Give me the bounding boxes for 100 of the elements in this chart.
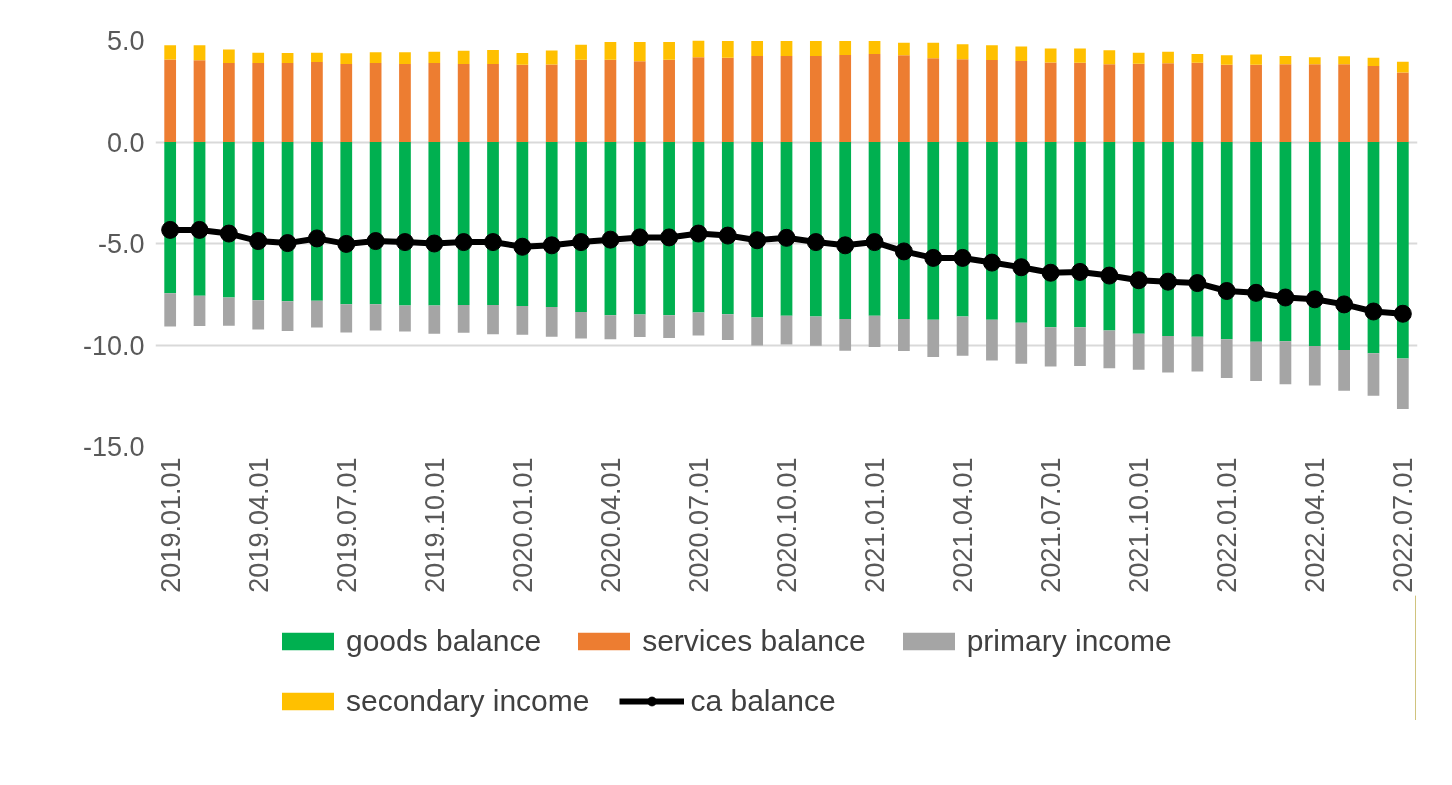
point bbox=[1041, 263, 1060, 282]
bar bbox=[751, 41, 764, 56]
bar bbox=[252, 63, 265, 142]
bar bbox=[1338, 350, 1350, 391]
bar bbox=[575, 44, 587, 60]
point bbox=[836, 236, 855, 255]
bar bbox=[516, 53, 529, 65]
bar bbox=[986, 319, 998, 361]
bar bbox=[780, 55, 793, 142]
bar bbox=[164, 45, 177, 60]
point bbox=[894, 242, 913, 261]
point bbox=[806, 233, 825, 252]
bar bbox=[1220, 64, 1233, 142]
bar bbox=[369, 52, 382, 64]
bar bbox=[1191, 62, 1204, 142]
bar bbox=[751, 142, 764, 318]
bar bbox=[428, 51, 441, 64]
bar bbox=[164, 59, 177, 142]
bar bbox=[986, 45, 998, 60]
bar bbox=[1367, 66, 1380, 142]
bar bbox=[1308, 346, 1321, 386]
x-tick-label: 2021.04.01 bbox=[948, 457, 979, 593]
point bbox=[1364, 302, 1383, 321]
bar bbox=[839, 142, 852, 320]
point bbox=[1393, 304, 1412, 323]
bar bbox=[927, 319, 940, 357]
bar bbox=[1191, 53, 1204, 63]
bar bbox=[1103, 142, 1116, 331]
bar bbox=[193, 295, 206, 327]
point bbox=[454, 233, 473, 252]
x-tick-label: 2022.01.01 bbox=[1212, 457, 1243, 593]
bar bbox=[1103, 64, 1116, 142]
bar bbox=[898, 42, 910, 56]
bar bbox=[311, 300, 323, 328]
point bbox=[953, 248, 972, 267]
point bbox=[1276, 288, 1295, 307]
bar bbox=[809, 316, 822, 346]
bar bbox=[487, 64, 499, 142]
bar bbox=[927, 58, 940, 142]
y-tick-label: -5.0 bbox=[97, 229, 145, 259]
bar bbox=[223, 49, 235, 64]
bar bbox=[1220, 142, 1233, 340]
bar bbox=[369, 63, 382, 142]
point bbox=[542, 236, 561, 255]
point bbox=[366, 232, 385, 251]
bar bbox=[516, 64, 529, 142]
point bbox=[1012, 258, 1031, 277]
bar bbox=[1103, 50, 1116, 65]
point bbox=[337, 234, 356, 253]
bar bbox=[956, 316, 969, 356]
bar bbox=[956, 44, 969, 60]
bar bbox=[252, 52, 265, 64]
point bbox=[660, 228, 679, 247]
bar bbox=[311, 52, 323, 63]
point bbox=[1129, 271, 1148, 290]
bar bbox=[1220, 339, 1233, 378]
bar bbox=[1279, 341, 1292, 385]
legend-label: primary income bbox=[966, 624, 1172, 658]
bar bbox=[1308, 142, 1321, 347]
x-tick-label: 2019.04.01 bbox=[243, 457, 274, 593]
bar bbox=[633, 41, 646, 62]
point bbox=[865, 233, 884, 252]
point bbox=[689, 224, 708, 243]
y-tick-label: -15.0 bbox=[82, 432, 145, 462]
x-tick-label: 2021.07.01 bbox=[1036, 457, 1067, 593]
bar bbox=[575, 312, 587, 339]
bar bbox=[751, 317, 764, 346]
bar bbox=[1015, 46, 1028, 61]
bar bbox=[1015, 142, 1028, 323]
bar bbox=[428, 63, 441, 142]
bar bbox=[868, 315, 881, 348]
bar bbox=[399, 52, 411, 65]
bar bbox=[721, 142, 734, 315]
point bbox=[307, 229, 326, 248]
bar bbox=[868, 54, 881, 142]
point bbox=[219, 224, 238, 243]
bar bbox=[1250, 142, 1262, 342]
bar bbox=[721, 57, 734, 142]
bar bbox=[340, 64, 353, 142]
point bbox=[190, 220, 209, 239]
bar bbox=[839, 319, 852, 351]
bar bbox=[839, 40, 852, 55]
point bbox=[249, 232, 268, 251]
x-tick-label: 2020.10.01 bbox=[772, 457, 802, 593]
bar bbox=[1338, 56, 1350, 65]
bar bbox=[1396, 142, 1409, 359]
bar bbox=[1396, 72, 1409, 142]
x-tick-label: 2022.07.01 bbox=[1388, 457, 1419, 593]
x-tick-label: 2020.04.01 bbox=[595, 457, 626, 593]
bar bbox=[193, 45, 206, 61]
legend-label: ca balance bbox=[690, 684, 836, 718]
bar bbox=[604, 41, 617, 60]
bar bbox=[223, 297, 235, 326]
point bbox=[630, 228, 649, 247]
bar bbox=[1396, 61, 1409, 73]
point bbox=[572, 233, 591, 252]
bar bbox=[1132, 142, 1145, 334]
point bbox=[1159, 272, 1178, 291]
bar bbox=[311, 142, 323, 301]
bar bbox=[898, 319, 910, 352]
